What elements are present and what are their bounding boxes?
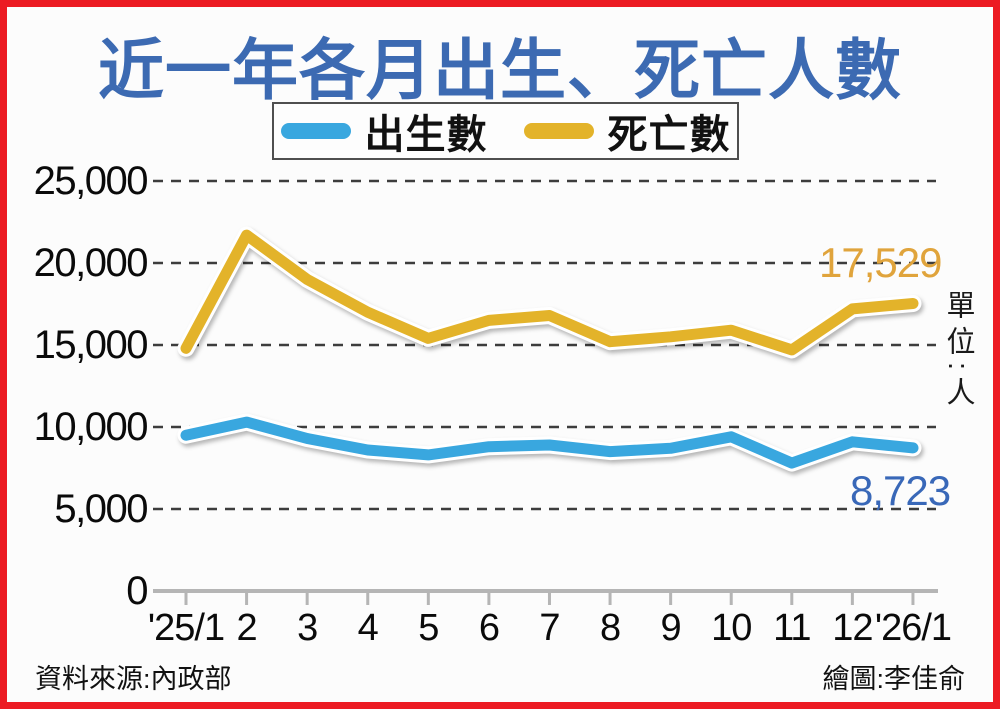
x-axis-tick-label: 2 bbox=[236, 607, 258, 649]
y-axis-tick-label: 15,000 bbox=[33, 323, 149, 367]
y-axis-tick-label: 20,000 bbox=[33, 241, 149, 285]
births-last-value-annotation: 8,723 bbox=[850, 467, 951, 514]
source-note: 資料來源:內政部 bbox=[35, 664, 232, 694]
deaths-line-swatch bbox=[523, 123, 594, 139]
births-series-line bbox=[177, 413, 922, 472]
deaths-line-casing bbox=[177, 226, 922, 359]
y-axis-tick-label: 25,000 bbox=[33, 159, 149, 203]
x-axis bbox=[153, 589, 938, 605]
y-axis-tick-label: 10,000 bbox=[33, 405, 149, 449]
x-axis-tick-label: 5 bbox=[418, 607, 439, 649]
chart-title: 近一年各月出生、死亡人數 bbox=[98, 33, 902, 107]
deaths-last-value-annotation: 17,529 bbox=[819, 239, 942, 286]
legend-item-deaths: 死亡數 bbox=[523, 102, 731, 160]
deaths-series-line bbox=[177, 226, 922, 359]
births-line-swatch bbox=[280, 123, 351, 139]
x-axis-tick-label: 11 bbox=[773, 607, 811, 649]
x-axis-tick-label: 4 bbox=[357, 607, 379, 649]
x-axis-tick-label: 9 bbox=[660, 607, 682, 649]
x-axis-tick-label: 10 bbox=[711, 607, 752, 649]
unit-label: 單位:人 bbox=[942, 290, 974, 414]
x-axis-tick-label: 12 bbox=[832, 607, 873, 649]
y-axis-tick-label: 0 bbox=[126, 569, 148, 613]
plot-area bbox=[153, 179, 938, 605]
legend: 出生數 死亡數 bbox=[272, 102, 739, 160]
x-axis-tick-label: 8 bbox=[599, 607, 621, 649]
x-axis-tick-label: '26/1 bbox=[874, 607, 952, 649]
legend-label-deaths: 死亡數 bbox=[607, 113, 731, 157]
legend-item-births: 出生數 bbox=[280, 102, 488, 160]
x-axis-tick-label: 7 bbox=[539, 607, 560, 649]
legend-label-births: 出生數 bbox=[364, 113, 488, 157]
deaths-line bbox=[180, 229, 919, 356]
credit-note: 繪圖:李佳俞 bbox=[822, 664, 965, 694]
births-line bbox=[180, 416, 919, 469]
x-axis-tick-label: 6 bbox=[478, 607, 500, 649]
x-axis-tick-label: 3 bbox=[297, 607, 318, 649]
x-axis-tick-label: '25/1 bbox=[147, 607, 225, 649]
y-axis-tick-label: 5,000 bbox=[54, 487, 148, 531]
